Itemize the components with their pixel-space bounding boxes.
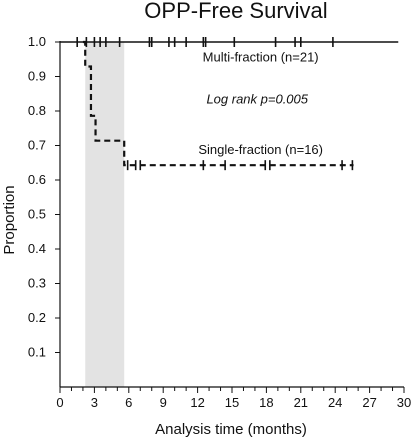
x-tick-label: 0 <box>56 395 63 410</box>
x-tick-label: 3 <box>91 395 98 410</box>
y-tick-label: 0.2 <box>28 310 46 325</box>
y-tick-label: 0.8 <box>28 103 46 118</box>
annotation-multi-fraction: Multi-fraction (n=21) <box>203 50 319 65</box>
annotation-log-rank: Log rank p=0.005 <box>206 92 308 107</box>
x-tick-label: 24 <box>328 395 342 410</box>
x-tick-label: 30 <box>397 395 411 410</box>
y-tick-label: 0.9 <box>28 69 46 84</box>
y-tick-label: 0.6 <box>28 172 46 187</box>
x-tick-label: 21 <box>294 395 308 410</box>
single-fraction-curve <box>82 40 354 167</box>
x-tick-label: 27 <box>362 395 376 410</box>
x-tick-label: 6 <box>125 395 132 410</box>
annotation-single-fraction: Single-fraction (n=16) <box>198 142 323 157</box>
shaded-region <box>85 42 125 387</box>
y-tick-label: 0.4 <box>28 241 46 256</box>
y-tick-label: 0.5 <box>28 207 46 222</box>
y-tick-label: 0.1 <box>28 345 46 360</box>
y-tick-label: 0.3 <box>28 276 46 291</box>
x-tick-label: 18 <box>259 395 273 410</box>
x-tick-label: 9 <box>160 395 167 410</box>
x-tick-label: 12 <box>190 395 204 410</box>
x-tick-label: 15 <box>225 395 239 410</box>
chart-title: OPP-Free Survival <box>144 0 327 23</box>
y-tick-label: 0.7 <box>28 138 46 153</box>
y-axis-label: Proportion <box>1 185 18 254</box>
y-tick-label: 1.0 <box>28 34 46 49</box>
x-axis-label: Analysis time (months) <box>155 421 307 438</box>
